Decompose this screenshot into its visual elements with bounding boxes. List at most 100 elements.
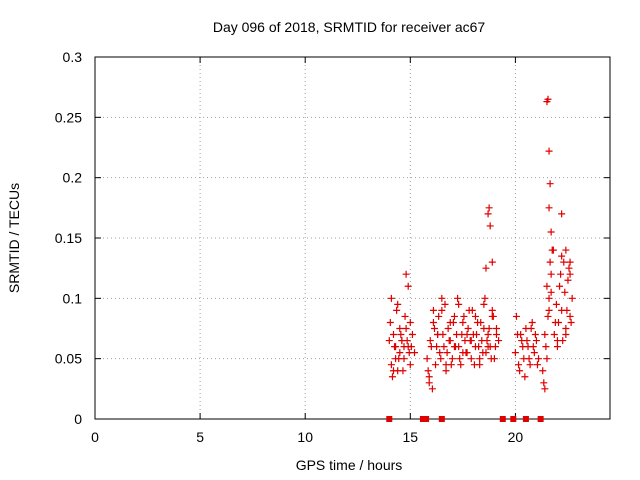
gap-marker: [423, 416, 430, 422]
data-point: [555, 318, 562, 326]
data-point: [495, 337, 503, 345]
data-point: [470, 361, 478, 369]
data-point: [483, 337, 491, 345]
data-point: [450, 343, 458, 351]
y-tick-label: 0.15: [55, 230, 82, 246]
data-point: [533, 361, 541, 369]
data-point: [389, 367, 397, 375]
data-point: [511, 349, 519, 357]
data-point: [425, 373, 433, 381]
gap-marker: [438, 416, 445, 422]
data-point: [385, 337, 393, 345]
data-point: [547, 288, 555, 296]
data-point: [545, 306, 553, 314]
gap-marker: [522, 416, 529, 422]
axis-ticks: 0 5 10 15 20 0 0.05 0.1 0.15 0.2 0.25 0.3: [55, 49, 610, 445]
data-point: [400, 343, 408, 351]
data-point: [523, 337, 531, 345]
data-point: [396, 349, 404, 357]
data-point: [429, 306, 437, 314]
data-point: [545, 294, 553, 302]
data-point: [438, 294, 446, 302]
data-point: [443, 349, 451, 357]
data-point: [562, 246, 570, 254]
data-point: [459, 349, 467, 357]
data-point: [544, 95, 552, 103]
y-tick-label: 0: [74, 411, 82, 427]
data-point: [543, 355, 551, 363]
data-point: [405, 349, 413, 357]
x-tick-label: 5: [196, 429, 204, 445]
data-point: [441, 300, 449, 308]
data-point: [556, 282, 564, 290]
data-point: [475, 343, 483, 351]
data-point: [541, 385, 549, 393]
data-point: [488, 306, 496, 314]
data-point: [481, 294, 489, 302]
x-axis-label: GPS time / hours: [296, 457, 403, 473]
data-point: [397, 331, 405, 339]
data-point: [559, 337, 567, 345]
data-point: [567, 318, 575, 326]
data-point: [402, 270, 410, 278]
data-point: [561, 288, 569, 296]
data-point: [391, 343, 399, 351]
data-point: [407, 343, 415, 351]
data-point: [440, 343, 448, 351]
data-point: [460, 312, 468, 320]
data-point: [540, 379, 548, 387]
data-point: [428, 385, 436, 393]
data-point: [528, 318, 536, 326]
data-point: [541, 331, 549, 339]
data-point: [549, 246, 557, 254]
data-point: [435, 312, 443, 320]
x-tick-label: 10: [297, 429, 313, 445]
data-point: [482, 264, 490, 272]
data-point: [535, 355, 543, 363]
data-point: [547, 228, 555, 236]
data-point: [426, 337, 434, 345]
data-point: [392, 355, 400, 363]
data-point: [566, 312, 574, 320]
gap-marker: [419, 416, 426, 422]
data-point: [401, 312, 409, 320]
data-point: [563, 306, 571, 314]
data-point: [464, 325, 472, 332]
data-point: [492, 325, 500, 332]
data-point: [442, 361, 450, 369]
data-point: [406, 318, 414, 326]
data-point: [454, 294, 462, 302]
data-point: [476, 355, 484, 363]
y-tick-label: 0.2: [63, 170, 83, 186]
data-point: [423, 355, 431, 363]
data-point: [387, 294, 395, 302]
data-point: [394, 300, 402, 308]
y-tick-label: 0.3: [63, 49, 83, 65]
data-point: [467, 337, 475, 345]
data-point: [484, 343, 492, 351]
data-point: [543, 282, 551, 290]
data-point: [388, 373, 396, 381]
data-point: [479, 349, 487, 357]
data-point: [445, 337, 453, 345]
data-point: [463, 331, 471, 339]
data-point: [404, 282, 412, 290]
data-point: [438, 306, 446, 314]
data-point: [393, 306, 401, 314]
x-tick-label: 15: [403, 429, 419, 445]
data-point: [544, 312, 552, 320]
data-point: [560, 258, 568, 266]
gap-marker: [499, 416, 506, 422]
data-point: [546, 180, 554, 188]
data-point: [545, 204, 553, 212]
data-point: [442, 367, 450, 375]
data-point: [512, 312, 520, 320]
data-point: [467, 355, 475, 363]
data-point: [519, 343, 527, 351]
data-point: [389, 331, 397, 339]
data-point: [456, 355, 464, 363]
x-tick-label: 0: [91, 429, 99, 445]
data-point: [402, 325, 410, 332]
data-point: [539, 367, 547, 375]
